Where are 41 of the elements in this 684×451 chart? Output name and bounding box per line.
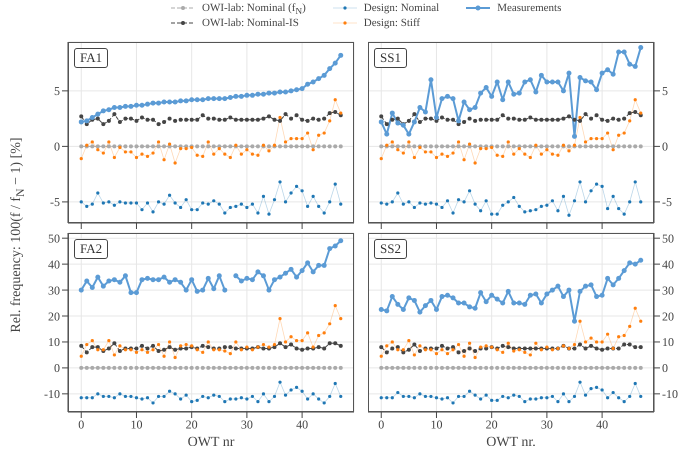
x-tick-label: 0 bbox=[78, 418, 84, 432]
y-tick-label: 50 bbox=[48, 231, 60, 246]
y-tick-label: -10 bbox=[662, 387, 678, 402]
x-tick-label: 10 bbox=[430, 418, 442, 432]
y-tick-label: 10 bbox=[48, 335, 60, 350]
x-axis-title: OWT nr. bbox=[486, 435, 536, 450]
y-tick-label: 50 bbox=[662, 231, 674, 246]
y-tick-label: 20 bbox=[48, 309, 60, 324]
x-tick-label: 30 bbox=[540, 418, 553, 432]
y-tick-label: 0 bbox=[662, 361, 668, 376]
y-tick-label: 40 bbox=[48, 257, 60, 272]
x-tick-label: 10 bbox=[130, 418, 142, 432]
legend-label: OWI-lab: Nominal-IS bbox=[202, 17, 299, 29]
y-tick-label: 0 bbox=[54, 140, 60, 154]
x-tick-label: 40 bbox=[596, 418, 608, 432]
x-tick-label: 0 bbox=[378, 418, 384, 432]
y-tick-label: -5 bbox=[662, 195, 672, 210]
text: FA2 bbox=[74, 239, 108, 259]
y-tick-label: 5 bbox=[54, 84, 60, 98]
y-tick-label: 5 bbox=[662, 84, 668, 98]
y-tick-label: 0 bbox=[662, 140, 668, 154]
legend-label: Design: Stiff bbox=[364, 17, 420, 29]
x-axis-title: OWT nr bbox=[188, 435, 235, 450]
y-tick-label: 10 bbox=[662, 335, 674, 350]
legend-label: Design: Nominal bbox=[364, 2, 440, 14]
y-tick-label: 0 bbox=[54, 361, 60, 376]
text: SS1 bbox=[374, 48, 407, 68]
y-tick-label: 30 bbox=[662, 283, 674, 298]
legend-label: OWI-lab: Nominal (f$_{N}$) bbox=[202, 2, 306, 16]
x-tick-label: 20 bbox=[186, 418, 198, 432]
y-tick-label: -10 bbox=[44, 387, 60, 402]
y-tick-label: -5 bbox=[50, 195, 60, 210]
y-tick-label: 20 bbox=[662, 309, 674, 324]
y-tick-label: 40 bbox=[662, 257, 674, 272]
x-tick-label: 20 bbox=[486, 418, 498, 432]
text: SS2 bbox=[374, 239, 407, 259]
legend-label: Measurements bbox=[497, 2, 562, 14]
y-tick-label: 30 bbox=[48, 283, 60, 298]
text: FA1 bbox=[74, 48, 108, 68]
x-tick-label: 40 bbox=[296, 418, 308, 432]
x-tick-label: 30 bbox=[240, 418, 253, 432]
